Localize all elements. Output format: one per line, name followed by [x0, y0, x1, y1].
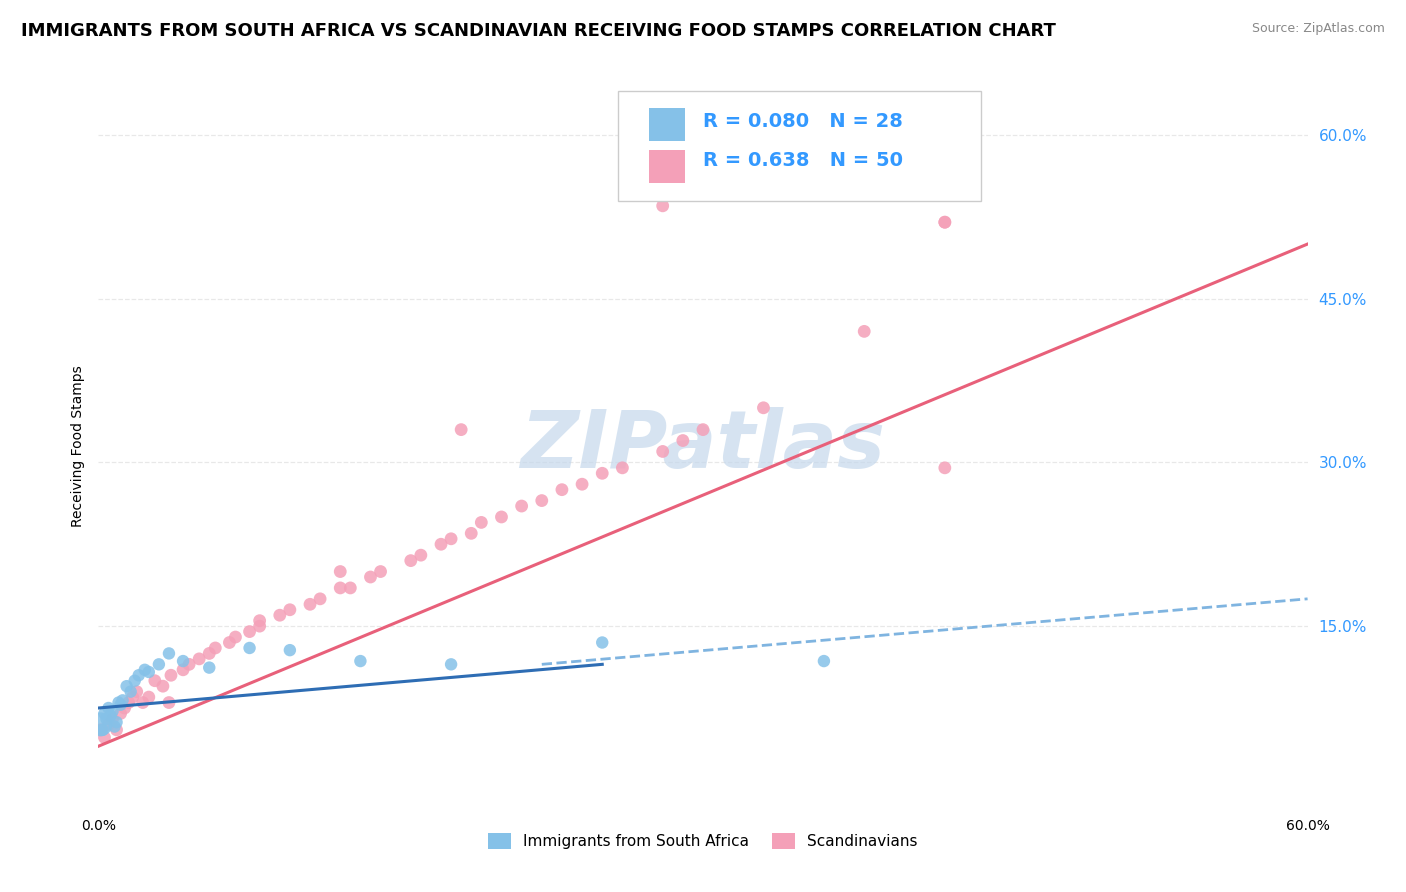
Point: [114, 701, 136, 715]
Y-axis label: Receiving Food Stamps: Receiving Food Stamps: [70, 365, 84, 527]
FancyBboxPatch shape: [648, 150, 685, 183]
Point: [120, 684, 142, 698]
Point: [224, 630, 246, 644]
Point: [450, 423, 472, 437]
Point: [179, 657, 201, 672]
Point: [204, 640, 226, 655]
Point: [571, 477, 593, 491]
Point: [752, 401, 775, 415]
Point: [370, 565, 392, 579]
Point: [551, 483, 574, 497]
Point: [491, 510, 513, 524]
Point: [651, 444, 673, 458]
Point: [97, 717, 120, 731]
Point: [198, 647, 221, 661]
Point: [934, 215, 956, 229]
Point: [329, 565, 352, 579]
Point: [132, 696, 155, 710]
Point: [198, 660, 221, 674]
Point: [100, 708, 122, 723]
Point: [440, 657, 463, 672]
Point: [107, 696, 129, 710]
Point: [269, 608, 291, 623]
Point: [125, 684, 148, 698]
Point: [89, 723, 111, 737]
FancyBboxPatch shape: [648, 108, 685, 141]
Text: R = 0.080   N = 28: R = 0.080 N = 28: [703, 112, 903, 131]
Point: [299, 597, 322, 611]
Point: [249, 619, 271, 633]
Point: [934, 215, 956, 229]
Text: Source: ZipAtlas.com: Source: ZipAtlas.com: [1251, 22, 1385, 36]
Point: [339, 581, 361, 595]
Point: [430, 537, 453, 551]
Point: [157, 647, 180, 661]
Point: [813, 654, 835, 668]
Point: [172, 654, 194, 668]
Point: [591, 467, 613, 481]
Point: [651, 199, 673, 213]
Point: [510, 499, 533, 513]
FancyBboxPatch shape: [619, 91, 981, 201]
Point: [470, 516, 492, 530]
Point: [152, 679, 174, 693]
Point: [157, 696, 180, 710]
Point: [399, 554, 422, 568]
Point: [115, 679, 138, 693]
Point: [349, 654, 371, 668]
Point: [138, 665, 160, 679]
Point: [89, 717, 111, 731]
Point: [278, 643, 301, 657]
Point: [160, 668, 183, 682]
Point: [148, 657, 170, 672]
Point: [460, 526, 482, 541]
Point: [309, 591, 332, 606]
Point: [96, 712, 118, 726]
Point: [101, 712, 124, 726]
Point: [105, 723, 128, 737]
Point: [239, 624, 262, 639]
Point: [612, 460, 634, 475]
Text: IMMIGRANTS FROM SOUTH AFRICA VS SCANDINAVIAN RECEIVING FOOD STAMPS CORRELATION C: IMMIGRANTS FROM SOUTH AFRICA VS SCANDINA…: [21, 22, 1056, 40]
Point: [329, 581, 352, 595]
Point: [121, 690, 143, 704]
Point: [692, 423, 714, 437]
Point: [409, 548, 432, 562]
Text: R = 0.638   N = 50: R = 0.638 N = 50: [703, 152, 903, 170]
Legend: Immigrants from South Africa, Scandinavians: Immigrants from South Africa, Scandinavi…: [482, 827, 924, 855]
Point: [110, 706, 132, 721]
Point: [143, 673, 166, 688]
Point: [91, 723, 114, 737]
Point: [97, 701, 120, 715]
Point: [249, 614, 271, 628]
Point: [101, 704, 124, 718]
Point: [118, 696, 141, 710]
Point: [278, 603, 301, 617]
Point: [134, 663, 156, 677]
Point: [110, 698, 132, 712]
Point: [672, 434, 695, 448]
Point: [128, 668, 150, 682]
Point: [934, 460, 956, 475]
Point: [93, 706, 115, 721]
Text: ZIPatlas: ZIPatlas: [520, 407, 886, 485]
Point: [103, 720, 125, 734]
Point: [111, 693, 134, 707]
Point: [239, 640, 262, 655]
Point: [440, 532, 463, 546]
Point: [124, 673, 146, 688]
Point: [93, 731, 115, 745]
Point: [138, 690, 160, 704]
Point: [218, 635, 240, 649]
Point: [530, 493, 553, 508]
Point: [172, 663, 194, 677]
Point: [188, 652, 211, 666]
Point: [360, 570, 382, 584]
Point: [105, 715, 128, 730]
Point: [853, 324, 876, 338]
Point: [591, 635, 613, 649]
